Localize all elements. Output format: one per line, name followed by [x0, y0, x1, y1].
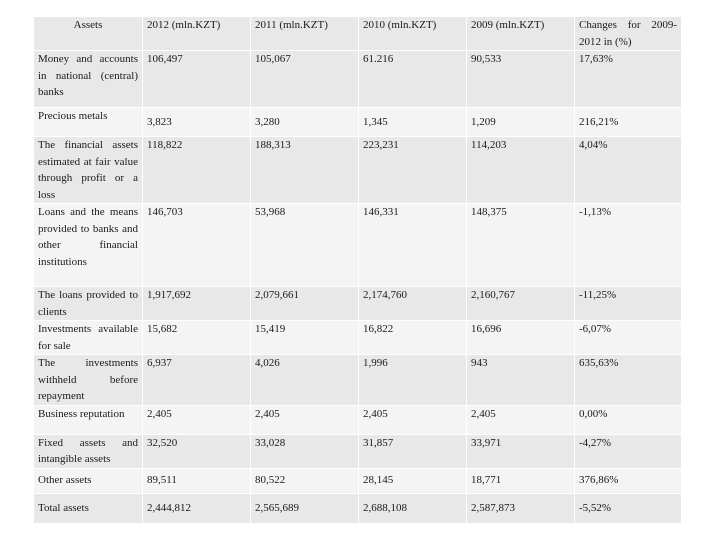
row-label: The loans provided to clients	[33, 286, 143, 321]
table-row: Other assets 89,511 80,522 28,145 18,771…	[33, 467, 682, 494]
cell-value: 18,771	[466, 467, 575, 494]
cell-value: 16,822	[358, 320, 467, 355]
row-label: Other assets	[33, 467, 143, 494]
header-2011: 2011 (mln.KZT)	[250, 16, 359, 51]
table-row: Investments available for sale 15,682 15…	[33, 320, 682, 355]
table-row: Loans and the means provided to banks an…	[33, 203, 682, 287]
cell-value: 80,522	[250, 467, 359, 494]
row-label: Fixed assets and intangible assets	[33, 433, 143, 469]
row-label: Precious metals	[33, 107, 143, 137]
cell-value: 188,313	[250, 136, 359, 204]
cell-value: 31,857	[358, 433, 467, 469]
cell-value: 1,996	[358, 354, 467, 406]
cell-value: 4,04%	[574, 136, 682, 204]
cell-value: 0,00%	[574, 404, 682, 435]
cell-value: 2,405	[466, 404, 575, 435]
cell-value: -4,27%	[574, 433, 682, 469]
cell-value: 1,209	[466, 107, 575, 137]
row-label: Business reputation	[33, 404, 143, 435]
assets-table: Assets 2012 (mln.KZT) 2011 (mln.KZT) 201…	[33, 16, 682, 524]
header-changes: Changes for 2009-2012 in (%)	[574, 16, 682, 51]
cell-value: 2,688,108	[358, 492, 467, 524]
cell-value: 15,419	[250, 320, 359, 355]
cell-value: 33,971	[466, 433, 575, 469]
cell-value: 2,565,689	[250, 492, 359, 524]
table-row: Money and accounts in national (central)…	[33, 50, 682, 108]
cell-value: 89,511	[142, 467, 251, 494]
cell-value: 376,86%	[574, 467, 682, 494]
cell-value: 15,682	[142, 320, 251, 355]
cell-value: 943	[466, 354, 575, 406]
cell-value: 2,079,661	[250, 286, 359, 321]
cell-value: 33,028	[250, 433, 359, 469]
cell-value: 90,533	[466, 50, 575, 108]
header-2012: 2012 (mln.KZT)	[142, 16, 251, 51]
table-row: The loans provided to clients 1,917,692 …	[33, 286, 682, 321]
table-row: Precious metals 3,823 3,280 1,345 1,209 …	[33, 107, 682, 137]
cell-value: -5,52%	[574, 492, 682, 524]
cell-value: 2,160,767	[466, 286, 575, 321]
cell-value: 2,444,812	[142, 492, 251, 524]
cell-value: 146,703	[142, 203, 251, 287]
cell-value: 4,026	[250, 354, 359, 406]
cell-value: 2,587,873	[466, 492, 575, 524]
cell-value: 1,345	[358, 107, 467, 137]
row-label: Loans and the means provided to banks an…	[33, 203, 143, 287]
table-row: The investments withheld before repaymen…	[33, 354, 682, 406]
row-label: The financial assets estimated at fair v…	[33, 136, 143, 204]
row-label: Total assets	[33, 492, 143, 524]
cell-value: 2,405	[358, 404, 467, 435]
cell-value: 148,375	[466, 203, 575, 287]
cell-value: 17,63%	[574, 50, 682, 108]
cell-value: 223,231	[358, 136, 467, 204]
table-row: The financial assets estimated at fair v…	[33, 136, 682, 204]
cell-value: 114,203	[466, 136, 575, 204]
cell-value: -1,13%	[574, 203, 682, 287]
cell-value: 61.216	[358, 50, 467, 108]
header-2010: 2010 (mln.KZT)	[358, 16, 467, 51]
cell-value: 3,823	[142, 107, 251, 137]
cell-value: 16,696	[466, 320, 575, 355]
table-row-header: Assets 2012 (mln.KZT) 2011 (mln.KZT) 201…	[33, 16, 682, 51]
table-row: Business reputation 2,405 2,405 2,405 2,…	[33, 404, 682, 435]
table-row: Fixed assets and intangible assets 32,52…	[33, 433, 682, 469]
cell-value: 2,174,760	[358, 286, 467, 321]
header-assets: Assets	[33, 16, 143, 51]
cell-value: 2,405	[250, 404, 359, 435]
row-label: Investments available for sale	[33, 320, 143, 355]
row-label: The investments withheld before repaymen…	[33, 354, 143, 406]
cell-value: 106,497	[142, 50, 251, 108]
cell-value: 6,937	[142, 354, 251, 406]
cell-value: 28,145	[358, 467, 467, 494]
cell-value: 53,968	[250, 203, 359, 287]
table-row-total: Total assets 2,444,812 2,565,689 2,688,1…	[33, 492, 682, 524]
row-label: Money and accounts in national (central)…	[33, 50, 143, 108]
cell-value: 3,280	[250, 107, 359, 137]
cell-value: 1,917,692	[142, 286, 251, 321]
cell-value: 635,63%	[574, 354, 682, 406]
cell-value: 146,331	[358, 203, 467, 287]
cell-value: 216,21%	[574, 107, 682, 137]
cell-value: 105,067	[250, 50, 359, 108]
cell-value: 2,405	[142, 404, 251, 435]
assets-table-container: Assets 2012 (mln.KZT) 2011 (mln.KZT) 201…	[33, 16, 682, 524]
cell-value: -6,07%	[574, 320, 682, 355]
cell-value: 118,822	[142, 136, 251, 204]
header-2009: 2009 (mln.KZT)	[466, 16, 575, 51]
cell-value: -11,25%	[574, 286, 682, 321]
cell-value: 32,520	[142, 433, 251, 469]
